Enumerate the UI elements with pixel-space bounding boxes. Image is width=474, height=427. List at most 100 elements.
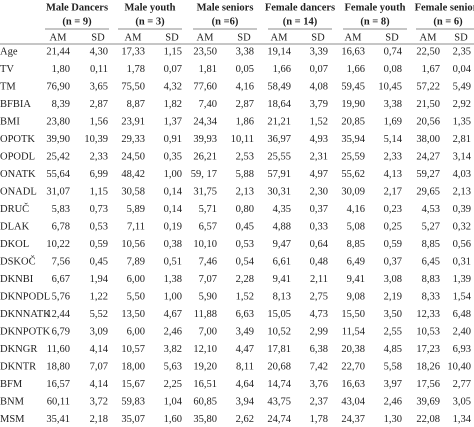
cell: 12,33 [416,309,440,320]
cell: 10,57 [121,344,145,355]
cell: 6,78 [52,221,70,232]
cell: 2,18 [90,414,108,425]
cell: 5,89 [127,204,145,215]
cell: 1,86 [236,116,254,127]
cell: 5,08 [347,221,365,232]
cell: 16,57 [46,379,70,390]
cell: 24,27 [416,151,440,162]
cell: 8,85 [422,239,440,250]
cell: 17,23 [416,344,440,355]
cell: 4,85 [384,344,402,355]
cell: 20,56 [416,116,440,127]
stat-label: SD [165,32,179,43]
cell: 2,46 [164,326,182,337]
cell: 1,78 [127,64,145,75]
cell: 3,82 [164,344,182,355]
cell: 0,73 [90,204,108,215]
cell: 25,55 [267,151,291,162]
cell: 5,49 [453,81,471,92]
cell: 1,69 [384,116,402,127]
cell: 6,61 [273,256,291,267]
cell: 2,75 [310,291,328,302]
cell: 6,79 [52,326,70,337]
cell: 10,56 [121,239,145,250]
cell: 1,39 [453,274,471,285]
cell: 22,08 [416,414,440,425]
cell: 7,40 [199,99,217,110]
row-label: DLAK [0,221,30,232]
group-name: Male seniors [197,2,254,13]
cell: 3,38 [384,99,402,110]
cell: 16,63 [341,379,365,390]
cell: 3,65 [90,81,108,92]
cell: 22,70 [341,361,365,372]
cell: 55,64 [46,169,70,180]
cell: 5,88 [236,169,254,180]
cell: 60,85 [193,396,217,407]
cell: 0,31 [453,256,471,267]
cell: 30,09 [341,186,365,197]
row-label: DSKOČ [0,255,36,267]
cell: 1,00 [164,291,182,302]
cell: 12,10 [193,344,217,355]
cell: 5,83 [52,204,70,215]
cell: 0,37 [384,256,402,267]
row-label: TV [0,64,14,75]
cell: 4,97 [310,169,328,180]
cell: 10,53 [416,326,440,337]
group-name: Female seniors [415,2,474,13]
cell: 58,49 [267,81,291,92]
cell: 13,50 [121,309,145,320]
cell: 3,39 [310,46,328,57]
cell: 0,25 [384,221,402,232]
cell: 3,50 [384,309,402,320]
row-label: BMI [0,116,20,127]
cell: 1,81 [199,64,217,75]
group-n: (n = 14) [283,16,318,27]
cell: 7,89 [127,256,145,267]
cell: 21,21 [267,116,291,127]
cell: 1,78 [310,414,328,425]
cell: 26,21 [193,151,217,162]
cell: 10,52 [267,326,291,337]
cell: 7,07 [90,361,108,372]
cell: 2,30 [310,186,328,197]
cell: 6,45 [422,256,440,267]
stat-label: SD [237,32,251,43]
cell: 8,85 [347,239,365,250]
cell: 3,05 [453,396,471,407]
cell: 0,23 [384,204,402,215]
stat-label: AM [50,32,68,43]
cell: 0,38 [164,239,182,250]
cell: 29,33 [121,134,145,145]
cell: 8,13 [273,291,291,302]
cell: 39,69 [416,396,440,407]
cell: 0,48 [310,256,328,267]
cell: 20,68 [267,361,291,372]
cell: 24,37 [341,414,365,425]
cell: 9,41 [273,274,291,285]
cell: 35,41 [46,414,70,425]
cell: 4,73 [310,309,328,320]
cell: 0,91 [164,134,182,145]
cell: 4,64 [236,379,255,390]
group-n: (n = 3) [135,16,165,27]
cell: 4,14 [90,344,109,355]
stat-label: SD [385,32,399,43]
cell: 57,91 [267,169,291,180]
stat-label: AM [420,32,438,43]
cell: 10,11 [231,134,254,145]
cell: 60,11 [47,396,70,407]
row-label: ONATK [0,169,36,180]
cell: 1,54 [453,291,472,302]
group-n: (n = 8) [360,16,390,27]
cell: 7,07 [199,274,217,285]
cell: 4,67 [164,309,182,320]
cell: 1,94 [90,274,109,285]
cell: 2,87 [90,99,108,110]
cell: 2,87 [236,99,254,110]
cell: 6,63 [236,309,254,320]
cell: 0,08 [384,64,402,75]
